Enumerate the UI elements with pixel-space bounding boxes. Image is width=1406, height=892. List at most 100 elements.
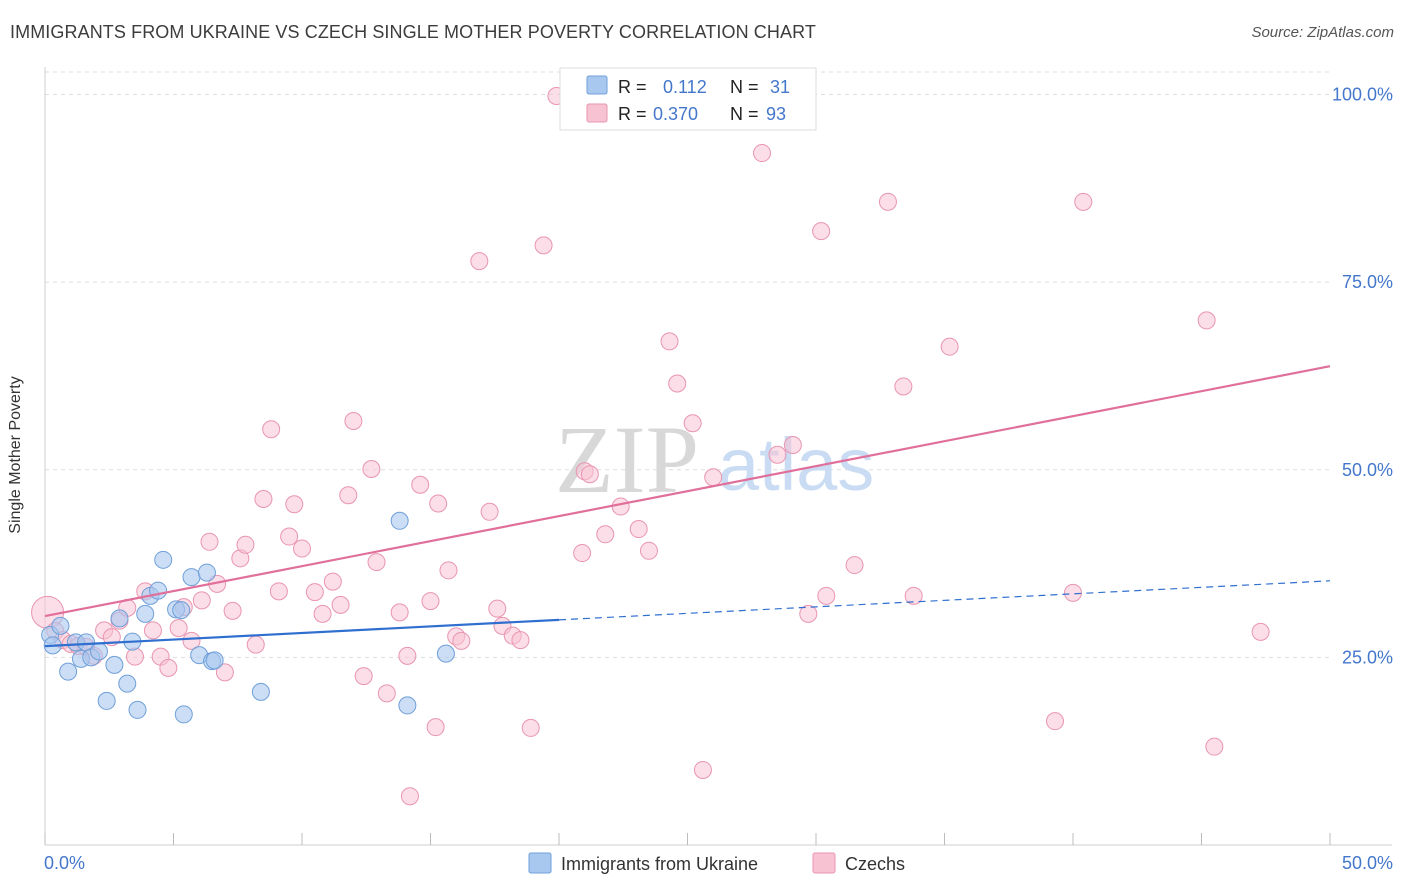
ukraine-point: [97, 691, 116, 710]
ukraine-point: [172, 601, 191, 620]
czechs-point: [1205, 737, 1224, 756]
czechs-point: [783, 435, 802, 454]
ukraine-point: [174, 705, 193, 724]
czechs-point: [331, 595, 350, 614]
czechs-point: [125, 647, 144, 666]
czechs-point: [285, 495, 304, 514]
x-tick-label-0: 0.0%: [44, 853, 85, 873]
czechs-point: [470, 252, 489, 271]
ukraine-point: [436, 644, 455, 663]
ukraine-point: [110, 609, 129, 628]
czechs-point: [693, 760, 712, 779]
ukraine-points: [41, 511, 455, 724]
watermark-zip: ZIP: [555, 406, 699, 513]
czechs-point: [704, 468, 723, 487]
watermark-atlas: atlas: [718, 423, 874, 506]
czechs-point: [1197, 311, 1216, 330]
czechs-point: [344, 411, 363, 430]
source-label: Source: ZipAtlas.com: [1251, 24, 1394, 41]
y-tick-label-0: 25.0%: [1342, 647, 1393, 667]
czechs-point: [223, 601, 242, 620]
czechs-point: [534, 236, 553, 255]
ukraine-trend-line: [44, 618, 560, 648]
series-legend: Immigrants from Ukraine Czechs: [528, 852, 905, 874]
czechs-point: [1251, 622, 1270, 641]
ukraine-point: [105, 655, 124, 674]
czechs-point: [845, 556, 864, 575]
y-tick-labels: 25.0% 50.0% 75.0% 100.0%: [1332, 85, 1393, 668]
czechs-point: [421, 592, 440, 611]
legend-r-value-2: 0.370: [653, 104, 698, 124]
ukraine-point: [59, 662, 78, 681]
czechs-points: [31, 85, 1270, 806]
czechs-point: [799, 604, 818, 623]
czechs-point: [377, 684, 396, 703]
czechs-point: [580, 465, 599, 484]
czechs-point: [940, 337, 959, 356]
ukraine-point: [136, 604, 155, 623]
axes: [44, 67, 1392, 846]
legend-n-value-1: 31: [770, 77, 790, 97]
czechs-point: [200, 532, 219, 551]
czechs-point: [192, 591, 211, 610]
legend-swatch-czechs: [586, 103, 608, 123]
czechs-point: [683, 414, 702, 433]
czechs-point: [878, 192, 897, 211]
ukraine-point: [197, 563, 216, 582]
czechs-point: [480, 502, 499, 521]
legend-swatch-ukraine-bottom: [528, 852, 552, 874]
czechs-point: [611, 497, 630, 516]
ukraine-trend-extension: [558, 580, 1331, 621]
czechs-point: [668, 374, 687, 393]
czechs-point: [262, 420, 281, 439]
ukraine-point: [89, 642, 108, 661]
czechs-point: [236, 535, 255, 554]
czechs-point: [1074, 192, 1093, 211]
ukraine-point: [251, 682, 270, 701]
czechs-point: [246, 635, 265, 654]
legend-n-label-2: N =: [730, 104, 759, 124]
czechs-point: [280, 527, 299, 546]
legend-r-label-1: R =: [618, 77, 647, 97]
czechs-point: [894, 377, 913, 396]
ukraine-point: [205, 651, 224, 670]
czechs-point: [768, 445, 787, 464]
czechs-point: [293, 539, 311, 558]
ukraine-point: [182, 568, 201, 587]
legend-label-czechs: Czechs: [845, 854, 905, 874]
czechs-point: [313, 604, 332, 623]
ukraine-point: [149, 581, 168, 600]
czechs-trend-line: [44, 365, 1331, 618]
czechs-point: [143, 621, 162, 640]
legend-r-label-2: R =: [618, 104, 647, 124]
gridlines: [45, 71, 1330, 658]
czechs-point: [439, 561, 458, 580]
czechs-point: [411, 475, 430, 494]
ukraine-point: [154, 550, 173, 569]
trend-lines: [44, 365, 1331, 648]
chart-title: IMMIGRANTS FROM UKRAINE VS CZECH SINGLE …: [10, 22, 816, 42]
czechs-point: [362, 460, 381, 479]
czechs-point: [660, 332, 679, 351]
czechs-point: [390, 603, 409, 622]
y-tick-label-3: 100.0%: [1332, 85, 1393, 105]
czechs-point: [812, 222, 831, 241]
czechs-point: [1046, 712, 1065, 731]
legend-r-value-1: 0.112: [663, 77, 707, 97]
czechs-point: [429, 494, 448, 513]
czechs-point: [426, 718, 445, 737]
czechs-point: [639, 541, 658, 560]
ukraine-point: [118, 674, 137, 693]
legend-n-label-1: N =: [730, 77, 759, 97]
x-tick-labels: 0.0% 50.0%: [44, 853, 1393, 873]
czechs-point: [169, 619, 188, 638]
czechs-point: [305, 583, 324, 602]
legend-swatch-ukraine: [586, 75, 608, 95]
czechs-point: [488, 599, 507, 618]
ukraine-point: [398, 696, 417, 715]
legend-n-value-2: 93: [766, 104, 786, 124]
czechs-point: [367, 553, 386, 572]
czechs-point: [354, 667, 373, 686]
czechs-point: [817, 586, 836, 605]
